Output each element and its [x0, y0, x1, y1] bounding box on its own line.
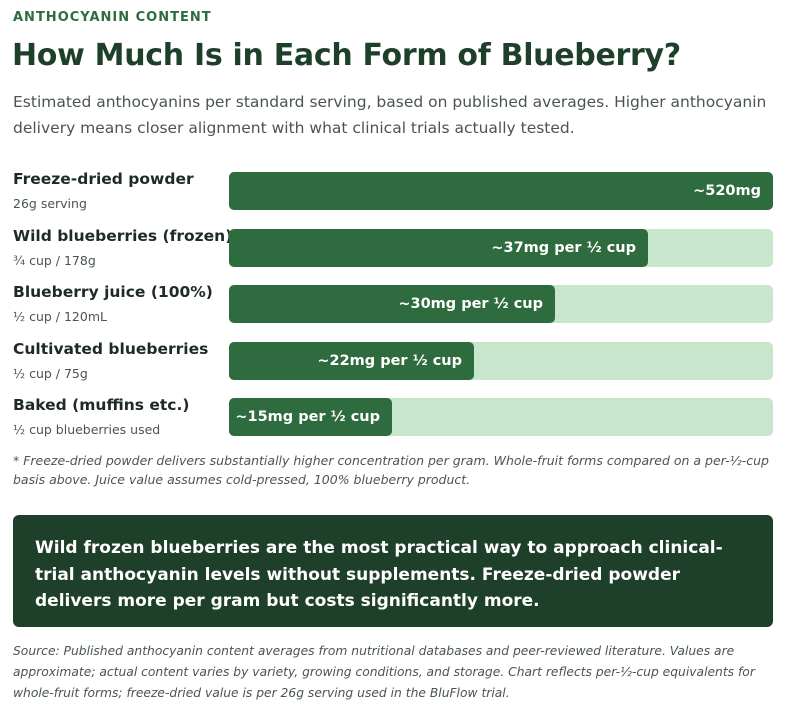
- callout-box: Wild frozen blueberries are the most pra…: [13, 515, 773, 627]
- serving-label: ½ cup / 75g: [13, 365, 88, 381]
- serving-label: 26g serving: [13, 196, 87, 211]
- serving-label: ½ cup blueberries used: [13, 422, 161, 437]
- eyebrow-label: ANTHOCYANIN CONTENT: [13, 10, 212, 25]
- bar: ~15mg per ½ cup: [229, 398, 392, 436]
- bar-chart: Freeze-dried powder 26g serving ~520mg Wild…: [0, 168, 786, 438]
- bar-track: ~15mg per ½ cup: [229, 398, 773, 436]
- bar-track: ~520mg: [229, 172, 773, 210]
- bar-value-label: ~520mg: [693, 183, 761, 199]
- source-note: Source: Published anthocyanin content av…: [13, 644, 755, 700]
- category-label: Baked (muffins etc.): [13, 396, 190, 414]
- bar: ~22mg per ½ cup: [229, 341, 474, 380]
- bar-track: ~30mg per ½ cup: [229, 285, 773, 323]
- bar: ~520mg: [229, 172, 773, 210]
- serving-label: ¾ cup / 178g: [13, 252, 96, 268]
- page-title: How Much Is in Each Form of Blueberry?: [12, 38, 681, 73]
- bar-track: ~22mg per ½ cup: [229, 341, 773, 380]
- serving-label: ½ cup / 120mL: [13, 309, 107, 324]
- bar-value-label: ~15mg per ½ cup: [235, 409, 380, 425]
- chart-row: Freeze-dried powder 26g serving ~520mg: [0, 168, 786, 212]
- bar: ~37mg per ½ cup: [229, 228, 648, 267]
- bar-value-label: ~30mg per ½ cup: [398, 296, 543, 312]
- category-label: Cultivated blueberries: [13, 339, 209, 358]
- chart-row: Cultivated blueberries ½ cup / 75g ~22mg p…: [0, 338, 786, 382]
- bar-value-label: ~22mg per ½ cup: [317, 352, 462, 369]
- chart-row: Blueberry juice (100%) ½ cup / 120mL ~30mg…: [0, 281, 786, 325]
- chart-row: Baked (muffins etc.) ½ cup blueberries us…: [0, 394, 786, 438]
- chart-row: Wild blueberries (frozen) ¾ cup / 178g ~37…: [0, 225, 786, 269]
- category-label: Wild blueberries (frozen): [13, 226, 233, 245]
- bar-value-label: ~37mg per ½ cup: [491, 239, 636, 256]
- page-subtitle: Estimated anthocyanins per standard serv…: [13, 93, 767, 137]
- bar-track: ~37mg per ½ cup: [229, 228, 773, 267]
- bar: ~30mg per ½ cup: [229, 285, 555, 323]
- callout-text: Wild frozen blueberries are the most pra…: [35, 538, 723, 611]
- chart-footnote: * Freeze-dried powder delivers substanti…: [13, 453, 769, 487]
- category-label: Freeze-dried powder: [13, 170, 194, 188]
- category-label: Blueberry juice (100%): [13, 283, 213, 301]
